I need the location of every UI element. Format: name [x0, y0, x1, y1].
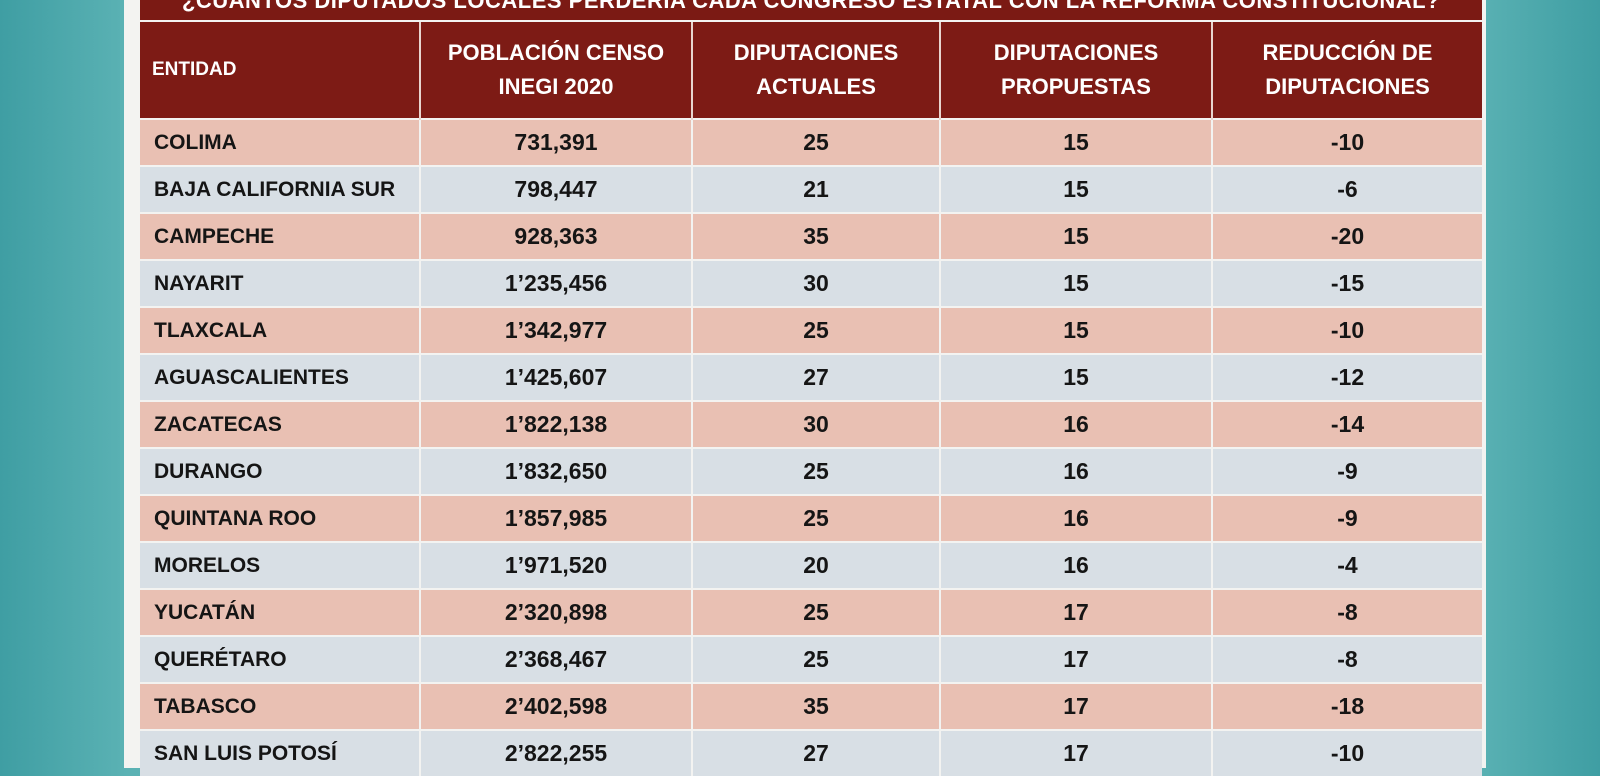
- cell-population: 2’320,898: [420, 588, 693, 636]
- cell-population: 1’857,985: [420, 494, 693, 542]
- cell-current: 25: [692, 588, 941, 636]
- cell-entity: COLIMA: [140, 118, 421, 166]
- cell-population: 1’822,138: [420, 400, 693, 448]
- table-row: BAJA CALIFORNIA SUR 798,447 21 15 -6: [140, 165, 1482, 213]
- cell-population: 1’425,607: [420, 353, 693, 401]
- cell-current: 30: [692, 400, 941, 448]
- cell-reduction: -10: [1212, 729, 1482, 776]
- table-row: COLIMA 731,391 25 15 -10: [140, 118, 1482, 166]
- cell-proposed: 16: [940, 447, 1213, 495]
- cell-current: 21: [692, 165, 941, 213]
- cell-entity: TLAXCALA: [140, 306, 421, 354]
- cell-entity: TABASCO: [140, 682, 421, 730]
- cell-population: 1’971,520: [420, 541, 693, 589]
- cell-reduction: -6: [1212, 165, 1482, 213]
- cell-reduction: -20: [1212, 212, 1482, 260]
- table-row: CAMPECHE 928,363 35 15 -20: [140, 212, 1482, 260]
- cell-current: 35: [692, 212, 941, 260]
- cell-proposed: 17: [940, 588, 1213, 636]
- cell-proposed: 15: [940, 212, 1213, 260]
- header-reduction: REDUCCIÓN DE DIPUTACIONES: [1212, 22, 1482, 119]
- cell-reduction: -14: [1212, 400, 1482, 448]
- cell-proposed: 17: [940, 729, 1213, 776]
- table-row: DURANGO 1’832,650 25 16 -9: [140, 447, 1482, 495]
- cell-entity: MORELOS: [140, 541, 421, 589]
- cell-population: 731,391: [420, 118, 693, 166]
- table-row: QUERÉTARO 2’368,467 25 17 -8: [140, 635, 1482, 683]
- cell-current: 27: [692, 729, 941, 776]
- cell-current: 25: [692, 494, 941, 542]
- cell-current: 25: [692, 306, 941, 354]
- table-row: NAYARIT 1’235,456 30 15 -15: [140, 259, 1482, 307]
- cell-reduction: -12: [1212, 353, 1482, 401]
- cell-current: 20: [692, 541, 941, 589]
- table-row: AGUASCALIENTES 1’425,607 27 15 -12: [140, 353, 1482, 401]
- cell-reduction: -8: [1212, 588, 1482, 636]
- cell-current: 35: [692, 682, 941, 730]
- table-row: ZACATECAS 1’822,138 30 16 -14: [140, 400, 1482, 448]
- cell-population: 1’342,977: [420, 306, 693, 354]
- table-row: YUCATÁN 2’320,898 25 17 -8: [140, 588, 1482, 636]
- cell-proposed: 16: [940, 541, 1213, 589]
- cell-entity: DURANGO: [140, 447, 421, 495]
- cell-entity: BAJA CALIFORNIA SUR: [140, 165, 421, 213]
- cell-population: 928,363: [420, 212, 693, 260]
- cell-current: 30: [692, 259, 941, 307]
- cell-reduction: -8: [1212, 635, 1482, 683]
- cell-population: 2’402,598: [420, 682, 693, 730]
- cell-current: 27: [692, 353, 941, 401]
- cell-proposed: 16: [940, 400, 1213, 448]
- cell-entity: QUINTANA ROO: [140, 494, 421, 542]
- cell-proposed: 15: [940, 259, 1213, 307]
- cell-reduction: -15: [1212, 259, 1482, 307]
- header-population: POBLACIÓN CENSO INEGI 2020: [420, 22, 693, 119]
- cell-entity: SAN LUIS POTOSÍ: [140, 729, 421, 776]
- cell-proposed: 17: [940, 682, 1213, 730]
- cell-proposed: 15: [940, 118, 1213, 166]
- header-current: DIPUTACIONES ACTUALES: [692, 22, 941, 119]
- cell-population: 798,447: [420, 165, 693, 213]
- cell-reduction: -18: [1212, 682, 1482, 730]
- cell-reduction: -10: [1212, 118, 1482, 166]
- cell-current: 25: [692, 635, 941, 683]
- table-row: TABASCO 2’402,598 35 17 -18: [140, 682, 1482, 730]
- cell-entity: YUCATÁN: [140, 588, 421, 636]
- cell-current: 25: [692, 118, 941, 166]
- cell-population: 1’235,456: [420, 259, 693, 307]
- table-row: TLAXCALA 1’342,977 25 15 -10: [140, 306, 1482, 354]
- cell-entity: CAMPECHE: [140, 212, 421, 260]
- header-row: ENTIDAD POBLACIÓN CENSO INEGI 2020 DIPUTAC…: [140, 22, 1482, 119]
- cell-population: 2’368,467: [420, 635, 693, 683]
- cell-entity: AGUASCALIENTES: [140, 353, 421, 401]
- cell-proposed: 15: [940, 165, 1213, 213]
- deputies-table: ENTIDAD POBLACIÓN CENSO INEGI 2020 DIPUTAC…: [140, 22, 1482, 776]
- header-entity: ENTIDAD: [140, 22, 421, 119]
- cell-population: 1’832,650: [420, 447, 693, 495]
- cell-reduction: -9: [1212, 447, 1482, 495]
- cell-reduction: -9: [1212, 494, 1482, 542]
- cell-reduction: -4: [1212, 541, 1482, 589]
- table-title: ¿CUÁNTOS DIPUTADOS LOCALES PERDERÍA CADA…: [140, 0, 1482, 20]
- cell-entity: ZACATECAS: [140, 400, 421, 448]
- cell-entity: QUERÉTARO: [140, 635, 421, 683]
- cell-entity: NAYARIT: [140, 259, 421, 307]
- table-row: MORELOS 1’971,520 20 16 -4: [140, 541, 1482, 589]
- cell-proposed: 16: [940, 494, 1213, 542]
- cell-current: 25: [692, 447, 941, 495]
- cell-proposed: 15: [940, 306, 1213, 354]
- table-row: SAN LUIS POTOSÍ 2’822,255 27 17 -10: [140, 729, 1482, 776]
- cell-proposed: 17: [940, 635, 1213, 683]
- header-proposed: DIPUTACIONES PROPUESTAS: [940, 22, 1213, 119]
- table-row: QUINTANA ROO 1’857,985 25 16 -9: [140, 494, 1482, 542]
- cell-population: 2’822,255: [420, 729, 693, 776]
- cell-proposed: 15: [940, 353, 1213, 401]
- cell-reduction: -10: [1212, 306, 1482, 354]
